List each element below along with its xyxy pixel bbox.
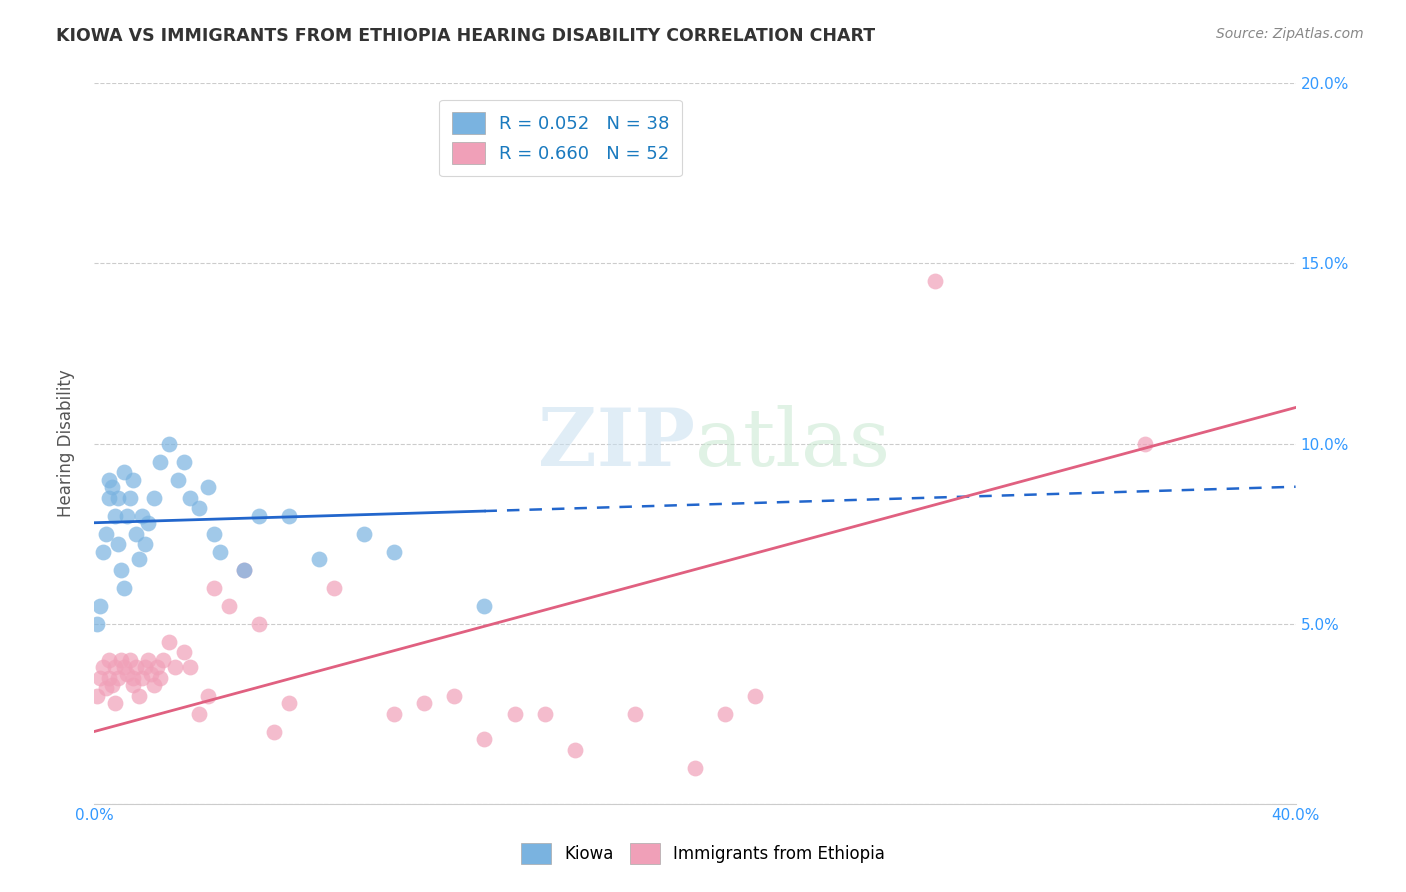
- Point: [122, 678, 145, 692]
- Point: [115, 508, 138, 523]
- Point: [143, 678, 166, 692]
- Point: [128, 689, 150, 703]
- Point: [131, 671, 153, 685]
- Point: [308, 551, 330, 566]
- Point: [382, 706, 405, 721]
- Point: [131, 508, 153, 523]
- Point: [143, 491, 166, 505]
- Point: [443, 689, 465, 703]
- Point: [152, 652, 174, 666]
- Point: [744, 689, 766, 703]
- Point: [125, 660, 148, 674]
- Point: [1135, 436, 1157, 450]
- Legend: R = 0.052   N = 38, R = 0.660   N = 52: R = 0.052 N = 38, R = 0.660 N = 52: [440, 100, 682, 177]
- Point: [263, 724, 285, 739]
- Point: [163, 660, 186, 674]
- Point: [139, 667, 162, 681]
- Point: [167, 473, 190, 487]
- Point: [101, 678, 124, 692]
- Point: [97, 652, 120, 666]
- Point: [149, 671, 172, 685]
- Point: [110, 652, 132, 666]
- Point: [134, 537, 156, 551]
- Point: [179, 491, 201, 505]
- Legend: Kiowa, Immigrants from Ethiopia: Kiowa, Immigrants from Ethiopia: [515, 837, 891, 871]
- Point: [382, 544, 405, 558]
- Point: [101, 480, 124, 494]
- Point: [323, 581, 346, 595]
- Point: [197, 689, 219, 703]
- Text: ZIP: ZIP: [537, 405, 695, 483]
- Point: [97, 671, 120, 685]
- Point: [924, 275, 946, 289]
- Point: [173, 645, 195, 659]
- Point: [157, 634, 180, 648]
- Point: [157, 436, 180, 450]
- Point: [122, 671, 145, 685]
- Point: [115, 667, 138, 681]
- Point: [218, 599, 240, 613]
- Point: [197, 480, 219, 494]
- Point: [146, 660, 169, 674]
- Point: [188, 501, 211, 516]
- Point: [188, 706, 211, 721]
- Point: [91, 660, 114, 674]
- Point: [118, 491, 141, 505]
- Point: [107, 537, 129, 551]
- Point: [104, 660, 127, 674]
- Y-axis label: Hearing Disability: Hearing Disability: [58, 369, 75, 517]
- Point: [112, 466, 135, 480]
- Point: [503, 706, 526, 721]
- Point: [122, 473, 145, 487]
- Point: [353, 526, 375, 541]
- Point: [474, 731, 496, 746]
- Point: [89, 671, 111, 685]
- Point: [86, 616, 108, 631]
- Point: [233, 563, 256, 577]
- Point: [683, 761, 706, 775]
- Point: [128, 551, 150, 566]
- Point: [112, 581, 135, 595]
- Point: [94, 681, 117, 696]
- Point: [247, 616, 270, 631]
- Point: [278, 696, 301, 710]
- Point: [202, 581, 225, 595]
- Point: [136, 652, 159, 666]
- Point: [118, 652, 141, 666]
- Point: [202, 526, 225, 541]
- Text: KIOWA VS IMMIGRANTS FROM ETHIOPIA HEARING DISABILITY CORRELATION CHART: KIOWA VS IMMIGRANTS FROM ETHIOPIA HEARIN…: [56, 27, 876, 45]
- Point: [112, 660, 135, 674]
- Point: [233, 563, 256, 577]
- Text: Source: ZipAtlas.com: Source: ZipAtlas.com: [1216, 27, 1364, 41]
- Text: atlas: atlas: [695, 405, 890, 483]
- Point: [136, 516, 159, 530]
- Point: [97, 473, 120, 487]
- Point: [413, 696, 436, 710]
- Point: [134, 660, 156, 674]
- Point: [247, 508, 270, 523]
- Point: [623, 706, 645, 721]
- Point: [125, 526, 148, 541]
- Point: [533, 706, 555, 721]
- Point: [149, 454, 172, 468]
- Point: [86, 689, 108, 703]
- Point: [91, 544, 114, 558]
- Point: [110, 563, 132, 577]
- Point: [278, 508, 301, 523]
- Point: [94, 526, 117, 541]
- Point: [173, 454, 195, 468]
- Point: [104, 508, 127, 523]
- Point: [107, 491, 129, 505]
- Point: [714, 706, 737, 721]
- Point: [179, 660, 201, 674]
- Point: [107, 671, 129, 685]
- Point: [89, 599, 111, 613]
- Point: [474, 599, 496, 613]
- Point: [209, 544, 232, 558]
- Point: [564, 742, 586, 756]
- Point: [104, 696, 127, 710]
- Point: [97, 491, 120, 505]
